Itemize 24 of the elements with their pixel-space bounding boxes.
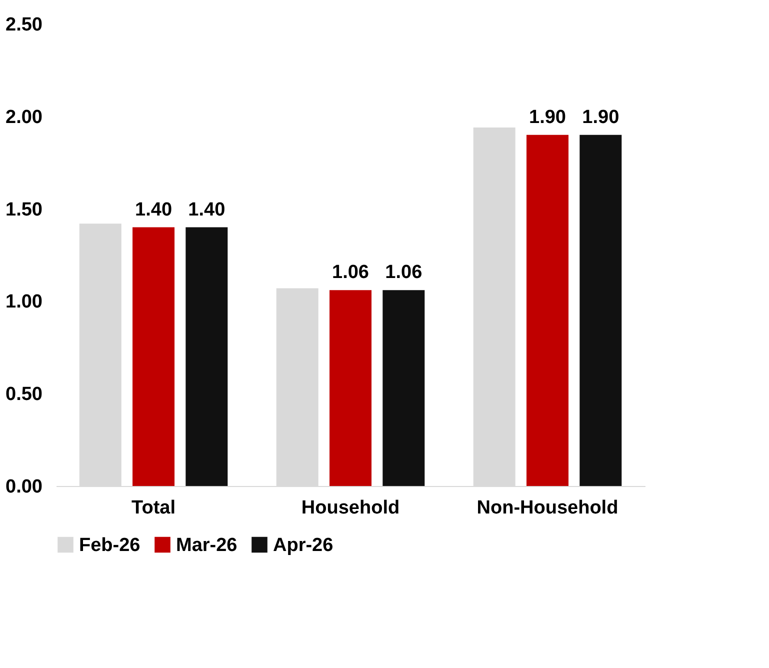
- bar: [132, 227, 175, 486]
- bar: [330, 290, 372, 486]
- data-label: 1.40: [135, 199, 172, 220]
- bar: [382, 290, 425, 486]
- legend-label: Feb-26: [79, 534, 140, 556]
- y-tick-label: 0.50: [6, 384, 42, 406]
- data-label: 1.90: [582, 106, 620, 128]
- x-tick-label: Non-Household: [476, 498, 618, 518]
- data-label: 1.90: [529, 106, 566, 128]
- legend-label: Mar-26: [176, 534, 238, 556]
- y-tick-label: 0.00: [6, 476, 42, 498]
- y-tick-label: 2.00: [6, 106, 42, 128]
- bar: [526, 134, 568, 486]
- y-tick-label: 2.50: [6, 14, 42, 36]
- bar: [580, 134, 622, 486]
- bar: [186, 227, 228, 486]
- x-tick-label: Household: [301, 498, 400, 518]
- y-tick-label: 1.00: [6, 292, 42, 313]
- legend-label: Apr-26: [273, 534, 334, 556]
- data-label: 1.06: [385, 262, 422, 284]
- data-label: 1.40: [188, 199, 226, 220]
- y-tick-label: 1.50: [6, 199, 42, 220]
- data-label: 1.06: [332, 262, 369, 284]
- x-tick-label: Total: [132, 498, 176, 518]
